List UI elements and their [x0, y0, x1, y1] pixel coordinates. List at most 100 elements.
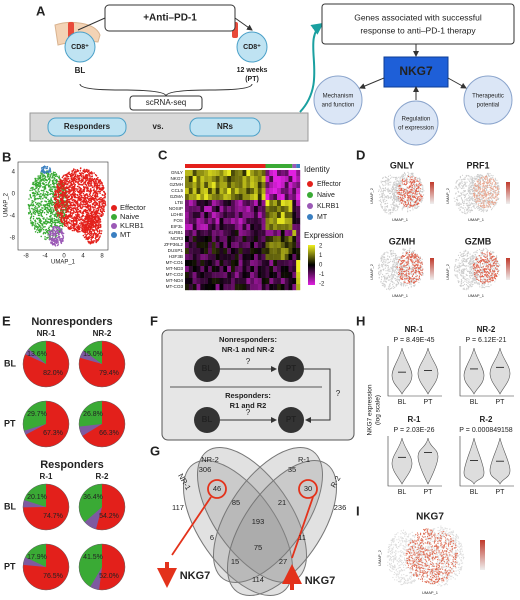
heatmap-cell: [277, 224, 282, 231]
group-title: Responders: [40, 459, 104, 471]
mt-cells: [40, 165, 52, 174]
heatmap-cell: [296, 218, 301, 225]
gene-label: CCL5: [171, 188, 183, 193]
label: Genes associated with successful: [354, 12, 482, 22]
heatmap-cell: [215, 200, 220, 207]
heatmap-cell: [231, 272, 236, 279]
label: BL: [202, 364, 213, 373]
pie-slice: [83, 341, 102, 364]
legend-label: MT: [317, 214, 328, 221]
heatmap-cell: [273, 236, 278, 243]
count-label: 21: [278, 498, 286, 507]
heatmap-cell: [208, 218, 213, 225]
heatmap-cell: [280, 272, 285, 279]
heatmap-cell: [288, 194, 293, 201]
heatmap-cell: [280, 224, 285, 231]
heatmap-cell: [188, 206, 193, 213]
heatmap-cell: [257, 272, 262, 279]
feature-title: GNLY: [390, 160, 414, 170]
heatmap-cell: [254, 188, 259, 195]
pie-slice: [24, 484, 46, 507]
axis: [387, 346, 442, 397]
legend-label: Effector: [120, 203, 146, 212]
heatmap-cell: [215, 284, 220, 291]
count-label: 6: [210, 533, 214, 542]
axis-title: UMAP_2: [369, 263, 374, 280]
heatmap-cell: [292, 248, 297, 255]
heatmap-cell: [254, 242, 259, 249]
heatmap-cell: [246, 206, 251, 213]
heatmap-cell: [257, 182, 262, 189]
heatmap-cell: [246, 230, 251, 237]
time-label: PT: [4, 561, 16, 571]
heatmap-cell: [250, 224, 255, 231]
time-label: PT: [4, 418, 16, 428]
heatmap-cell: [273, 230, 278, 237]
heatmap-cell: [265, 236, 270, 243]
heatmap-cell: [296, 188, 301, 195]
heatmap-cell: [188, 170, 193, 177]
label: NR-1 and NR-2: [222, 345, 275, 354]
heatmap-cell: [223, 230, 228, 237]
heatmap-cell: [208, 200, 213, 207]
heatmap-cell: [296, 248, 301, 255]
heatmap-cell: [296, 224, 301, 231]
plot-title: R-2: [480, 415, 493, 424]
heatmap-cell: [188, 260, 193, 267]
heatmap-cell: [250, 248, 255, 255]
heatmap-cell: [185, 206, 190, 213]
heatmap-cell: [208, 230, 213, 237]
label: Responders:: [225, 391, 271, 400]
heatmap-cell: [219, 194, 224, 201]
legend-swatch: [111, 223, 117, 229]
heatmap-cell: [211, 182, 216, 189]
label: of expression: [398, 126, 434, 132]
heatmap-cell: [211, 248, 216, 255]
heatmap-cell: [211, 224, 216, 231]
heatmap-cell: [204, 218, 209, 225]
heatmap-cell: [292, 266, 297, 273]
heatmap-cell: [269, 272, 274, 279]
time-label: BL: [4, 358, 16, 368]
gene-label: NKG7: [170, 176, 183, 181]
heatmap-cell: [227, 188, 232, 195]
heatmap-cell: [234, 182, 239, 189]
heatmap-cell: [280, 236, 285, 243]
heatmap-cell: [246, 176, 251, 183]
heatmap-cell: [219, 266, 224, 273]
heatmap-cell: [200, 254, 205, 261]
group-title: Nonresponders: [31, 316, 112, 328]
pie-slice: [22, 544, 69, 590]
heatmap-cell: [292, 188, 297, 195]
plot-title: NR-2: [477, 325, 496, 334]
heatmap-cell: [238, 230, 243, 237]
heatmap-cell: [284, 272, 289, 279]
heatmap-cell: [238, 182, 243, 189]
heatmap-cell: [242, 176, 247, 183]
heatmap-cell: [269, 218, 274, 225]
heatmap-cell: [219, 236, 224, 243]
heatmap-cell: [204, 266, 209, 273]
heatmap-cell: [204, 236, 209, 243]
heatmap-cell: [200, 212, 205, 219]
gene-box: [383, 56, 449, 88]
legend-label: Naive: [317, 192, 335, 199]
heatmap-cell: [296, 206, 301, 213]
pie-slice: [79, 401, 102, 427]
heatmap-cell: [215, 230, 220, 237]
heatmap-cell: [188, 200, 193, 207]
heatmap-cell: [200, 170, 205, 177]
heatmap-cell: [280, 218, 285, 225]
heatmap-cell: [265, 230, 270, 237]
violin: [417, 347, 439, 395]
heatmap-cell: [227, 272, 232, 279]
heatmap-cell: [269, 224, 274, 231]
heatmap-cell: [200, 194, 205, 201]
heatmap-cell: [265, 182, 270, 189]
panel-label: I: [356, 503, 360, 518]
heatmap-cell: [269, 266, 274, 273]
heatmap-cell: [231, 212, 236, 219]
heatmap-cell: [242, 206, 247, 213]
color-bar-tick: 2: [319, 244, 323, 250]
count-label: 193: [252, 517, 265, 526]
